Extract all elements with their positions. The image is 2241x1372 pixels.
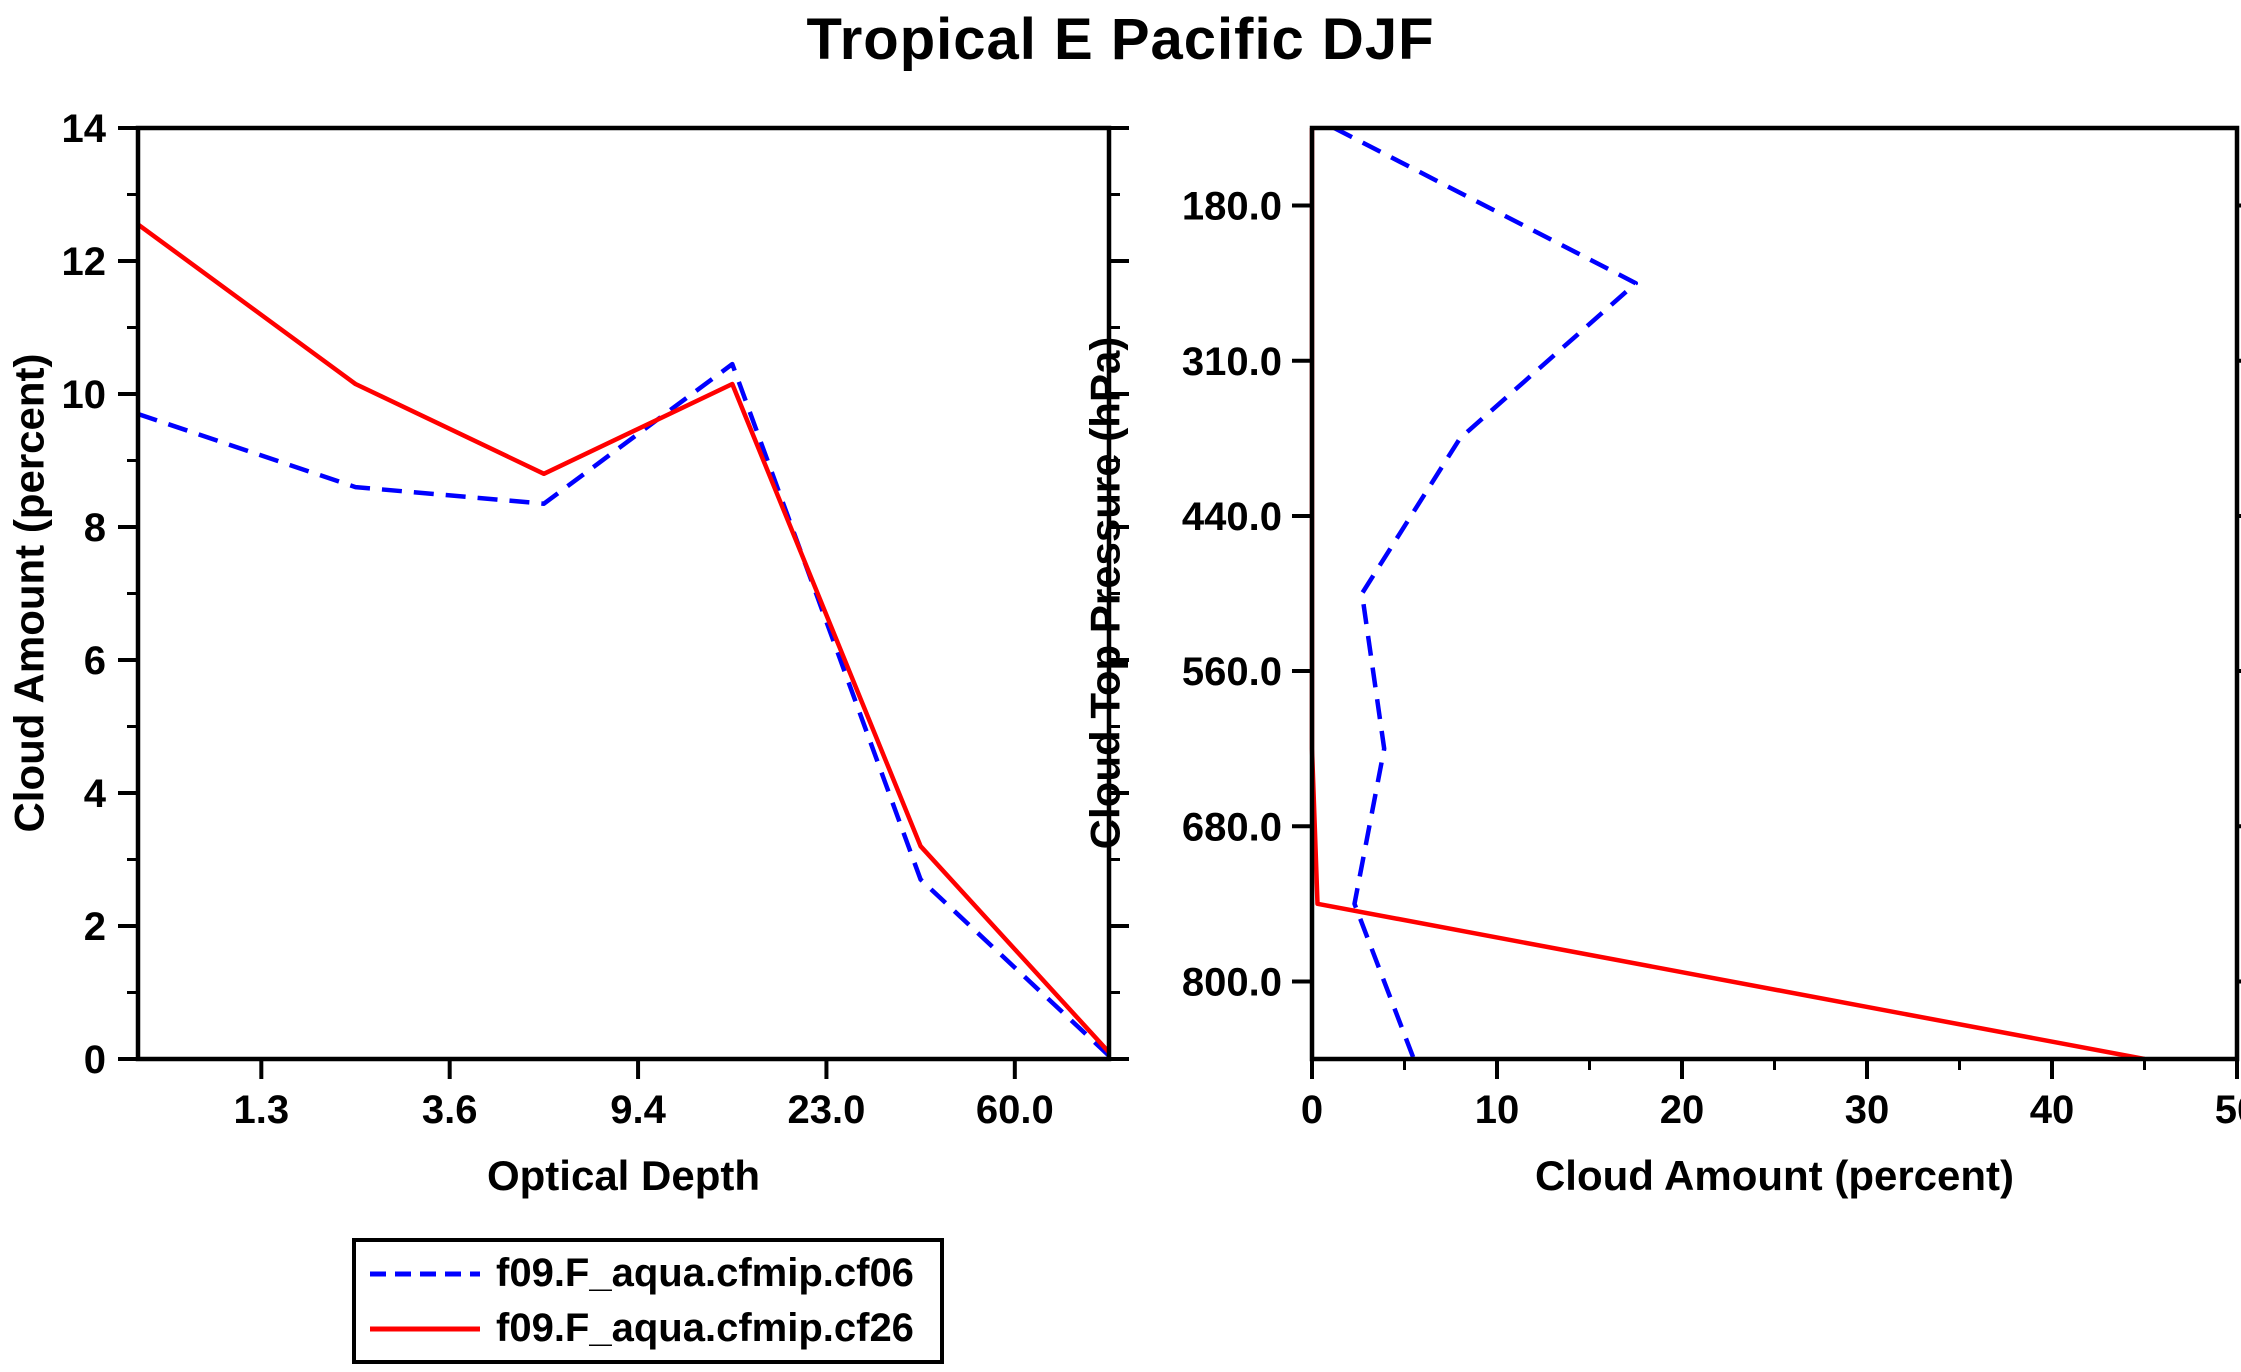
legend-dashed-blue-line-icon xyxy=(370,1271,480,1276)
left-y-tick-label: 10 xyxy=(62,373,107,417)
left-y-tick-label: 2 xyxy=(84,905,106,949)
left-y-tick-label: 8 xyxy=(84,506,106,550)
right-y-tick-label: 310.0 xyxy=(1182,340,1282,384)
left-y-tick-label: 12 xyxy=(62,240,107,284)
left-y-tick-label: 6 xyxy=(84,639,106,683)
right-y-tick-label: 560.0 xyxy=(1182,650,1282,694)
left-x-tick-label: 9.4 xyxy=(610,1088,666,1132)
right-plot-frame xyxy=(1309,125,2240,1062)
left-x-tick-label: 1.3 xyxy=(234,1088,290,1132)
left-x-tick-label: 3.6 xyxy=(422,1088,478,1132)
left-y-tick-label: 4 xyxy=(84,772,107,816)
right-y-tick-label: 180.0 xyxy=(1182,185,1282,229)
chart-title: Tropical E Pacific DJF xyxy=(806,7,1435,72)
left-x-tick-label: 60.0 xyxy=(976,1088,1054,1132)
right-y-tick-label: 800.0 xyxy=(1182,960,1282,1004)
left-solid-series-line xyxy=(136,222,1111,1054)
legend-item-cf06: f09.F_aqua.cfmip.cf06 xyxy=(356,1251,940,1296)
right-x-tick-label: 40 xyxy=(2030,1088,2075,1132)
legend-item-cf26: f09.F_aqua.cfmip.cf26 xyxy=(356,1306,940,1351)
right-x-tick-label: 10 xyxy=(1475,1088,1520,1132)
right-y-axis-label: Cloud Top Pressure (hPa) xyxy=(1081,336,1129,850)
left-y-axis-label: Cloud Amount (percent) xyxy=(5,353,53,833)
legend-item-label: f09.F_aqua.cfmip.cf06 xyxy=(496,1251,914,1295)
right-x-tick-label: 50 xyxy=(2215,1088,2241,1132)
left-x-axis-label: Optical Depth xyxy=(486,1152,761,1199)
left-dashed-series-line xyxy=(137,361,1111,1058)
right-y-tick-label: 680.0 xyxy=(1182,805,1282,849)
right-x-axis-label: Cloud Amount (percent) xyxy=(1534,1152,2015,1199)
legend-item-label: f09.F_aqua.cfmip.cf26 xyxy=(496,1306,914,1350)
left-y-tick-label: 14 xyxy=(62,107,107,151)
right-x-tick-label: 0 xyxy=(1301,1088,1323,1132)
legend: f09.F_aqua.cfmip.cf06 f09.F_aqua.cfmip.c… xyxy=(352,1238,944,1364)
right-solid-series-line xyxy=(1309,128,2145,1062)
left-x-tick-label: 23.0 xyxy=(788,1088,866,1132)
right-dashed-series-line xyxy=(1333,125,1639,1060)
right-x-tick-label: 20 xyxy=(1660,1088,1705,1132)
right-y-tick-label: 440.0 xyxy=(1182,495,1282,539)
right-x-tick-label: 30 xyxy=(1845,1088,1890,1132)
legend-solid-red-line-icon xyxy=(370,1326,480,1331)
left-y-tick-label: 0 xyxy=(84,1038,106,1082)
